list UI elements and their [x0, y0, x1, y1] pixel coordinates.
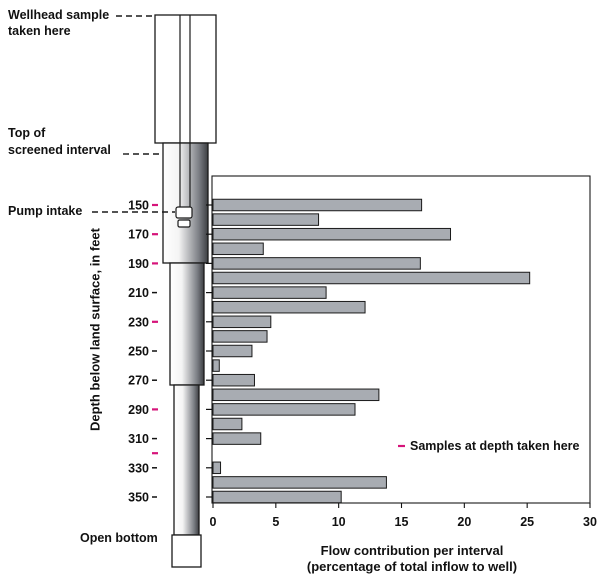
bar-150	[212, 198, 423, 212]
x-tick-label-15: 15	[395, 515, 409, 529]
sample-markers	[152, 203, 158, 455]
y-tick-label-170: 170	[128, 228, 149, 242]
x-tick-label-10: 10	[332, 515, 346, 529]
lower-casing	[169, 262, 205, 386]
y-tick-label-270: 270	[128, 374, 149, 388]
x-axis-title-line2: (percentage of total inflow to well)	[306, 559, 518, 574]
x-tick-label-0: 0	[210, 515, 217, 529]
y-tick-label-250: 250	[128, 345, 149, 359]
y-tick-label-230: 230	[128, 315, 149, 329]
bar-310	[212, 432, 262, 445]
bar-200	[212, 271, 531, 285]
bars	[212, 198, 531, 504]
bar-210	[212, 286, 327, 299]
bar-300	[212, 417, 243, 431]
y-axis-title: Depth below land surface, in feet	[87, 228, 103, 431]
y-tick-label-290: 290	[128, 403, 149, 417]
y-tick-label-350: 350	[128, 491, 149, 505]
y-tick-label-190: 190	[128, 257, 149, 271]
pump-intake-label: Pump intake	[8, 204, 83, 218]
bar-290	[212, 403, 356, 416]
x-axis: 0 5 10 15 20 25 30	[210, 503, 597, 529]
bar-160	[212, 213, 320, 226]
bar-340	[212, 476, 387, 489]
y-tick-label-150: 150	[128, 199, 149, 213]
bar-180	[212, 242, 264, 256]
open-bottom-end	[171, 534, 202, 568]
screened-casing	[162, 142, 209, 264]
bar-240	[212, 330, 268, 343]
bar-220	[212, 300, 366, 314]
y-tick-label-330: 330	[128, 461, 149, 475]
wellhead-casing	[154, 14, 217, 144]
open-bottom-label: Open bottom	[80, 531, 158, 545]
x-axis-title: Flow contribution per interval (percenta…	[262, 543, 562, 575]
y-tick-label-210: 210	[128, 286, 149, 300]
wellhead-label-line2: taken here	[8, 24, 71, 38]
well-schematic	[154, 14, 217, 568]
y-tick-label-310: 310	[128, 432, 149, 446]
bottom-casing	[173, 384, 200, 536]
legend-samples-label: Samples at depth taken here	[410, 439, 580, 453]
bar-280	[212, 388, 380, 402]
bar-330	[212, 461, 222, 475]
bar-230	[212, 315, 272, 329]
pump-intake-body	[175, 206, 193, 219]
x-axis-title-line1: Flow contribution per interval	[320, 543, 504, 558]
top-screen-label: Top of	[8, 126, 46, 140]
bar-350	[212, 490, 342, 504]
bar-190	[212, 257, 421, 270]
bar-170	[212, 227, 452, 241]
pump-intake-foot	[177, 219, 191, 228]
wellhead-label: Wellhead sample	[8, 8, 110, 22]
bar-250	[212, 344, 253, 358]
top-screen-label-line2: screened interval	[8, 143, 111, 157]
bar-260	[212, 359, 220, 372]
x-tick-label-20: 20	[457, 515, 471, 529]
x-tick-label-25: 25	[520, 515, 534, 529]
bar-270	[212, 373, 255, 387]
x-tick-label-30: 30	[583, 515, 597, 529]
x-tick-label-5: 5	[272, 515, 279, 529]
